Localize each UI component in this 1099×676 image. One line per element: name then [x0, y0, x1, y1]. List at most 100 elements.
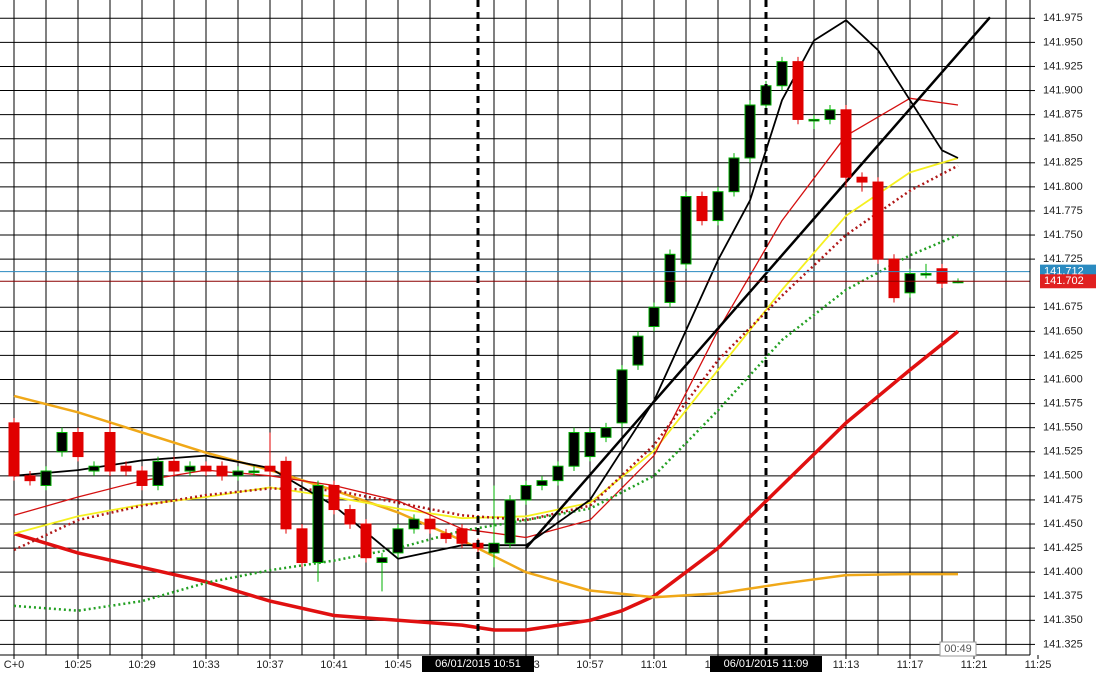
y-tick-label: 141.850 — [1043, 133, 1083, 145]
x-tick-label: 10:37 — [256, 659, 284, 671]
candle-body — [280, 460, 292, 530]
candle-body — [696, 196, 708, 222]
candle-body — [600, 427, 612, 438]
y-tick-label: 141.325 — [1043, 638, 1083, 650]
candle-body — [824, 109, 836, 120]
candle-body — [632, 335, 644, 366]
grid — [0, 0, 1030, 655]
candle-body — [184, 465, 196, 472]
y-tick-label: 141.425 — [1043, 542, 1083, 554]
y-tick-label: 141.450 — [1043, 518, 1083, 530]
x-tick-label: 11:17 — [897, 659, 924, 671]
y-tick-label: 141.350 — [1043, 614, 1083, 626]
y-tick-label: 141.625 — [1043, 349, 1083, 361]
candle-body — [88, 465, 100, 472]
candle-body — [424, 518, 436, 530]
time-marker-label: 06/01/2015 11:09 — [724, 658, 809, 670]
candle-body — [504, 499, 516, 544]
y-tick-label: 141.375 — [1043, 590, 1083, 602]
y-tick-label: 141.400 — [1043, 566, 1083, 578]
candle-body — [840, 109, 852, 178]
x-tick-label: 10:33 — [192, 659, 220, 671]
y-tick-label: 141.900 — [1043, 84, 1083, 96]
candle-body — [664, 253, 676, 303]
indicator-line — [13, 19, 959, 560]
candle-body — [552, 465, 564, 482]
candle-body — [168, 460, 180, 472]
candle-body — [728, 157, 740, 193]
y-tick-label: 141.475 — [1043, 494, 1083, 506]
countdown-box — [939, 641, 977, 657]
y-tick-label: 141.550 — [1043, 422, 1083, 434]
candle-body — [392, 528, 404, 554]
y-tick-label: 141.650 — [1043, 325, 1083, 337]
y-tick-label: 141.925 — [1043, 60, 1083, 72]
candle-body — [56, 431, 68, 453]
x-tick-label: C+0 — [4, 659, 25, 671]
y-tick-label: 141.950 — [1043, 36, 1083, 48]
candle-body — [456, 528, 468, 544]
candle-body — [312, 484, 324, 564]
candle-body — [616, 369, 628, 424]
candle-body — [408, 518, 420, 530]
candle-body — [328, 484, 340, 511]
candle-body — [744, 104, 756, 159]
candle-body — [72, 431, 84, 458]
x-tick-label: 11:13 — [833, 659, 860, 671]
time-marker-box — [422, 656, 534, 672]
y-tick-label: 141.500 — [1043, 470, 1083, 482]
x-tick-label: 10:57 — [576, 659, 604, 671]
y-tick-label: 141.825 — [1043, 157, 1083, 169]
candle-body — [24, 475, 36, 482]
indicator-line — [525, 16, 991, 549]
y-tick-label: 141.875 — [1043, 109, 1083, 121]
plot-area — [0, 0, 1030, 655]
candle-body — [536, 480, 548, 486]
candle-body — [904, 273, 916, 294]
price-label: 141.702 — [1044, 275, 1084, 287]
y-tick-label: 141.775 — [1043, 205, 1083, 217]
x-tick-label: 10:25 — [64, 659, 92, 671]
indicator-line — [13, 330, 960, 632]
candle-body — [936, 268, 948, 284]
candle-body — [232, 470, 244, 477]
x-tick-label: 11:25 — [1025, 659, 1052, 671]
x-tick-label: 10:29 — [128, 659, 156, 671]
x-tick-label: 11:01 — [641, 659, 668, 671]
y-tick-label: 141.525 — [1043, 446, 1083, 458]
time-marker-box — [710, 656, 822, 672]
candle-body — [792, 61, 804, 120]
candle-body — [856, 176, 868, 183]
candle-body — [248, 470, 260, 474]
candle-body — [776, 61, 788, 87]
y-tick-label: 141.725 — [1043, 253, 1083, 265]
candle-body — [200, 465, 212, 472]
candle-body — [920, 273, 932, 276]
x-tick-label: 10:41 — [320, 659, 348, 671]
candle-body — [376, 557, 388, 564]
time-marker-label: 06/01/2015 10:51 — [435, 658, 521, 670]
candle-body — [488, 542, 500, 554]
candle-body — [296, 528, 308, 564]
candle-body — [152, 460, 164, 486]
y-tick-label: 141.600 — [1043, 373, 1083, 385]
price-label-box — [1040, 274, 1096, 289]
candle-body — [808, 118, 820, 122]
candle-body — [344, 509, 356, 525]
candle-body — [568, 431, 580, 467]
candle-body — [872, 181, 884, 260]
x-tick-label: 11:21 — [961, 659, 988, 671]
candle-body — [648, 306, 660, 328]
candle-body — [680, 196, 692, 265]
candle-body — [712, 191, 724, 222]
candle-body — [360, 523, 372, 559]
candle-body — [104, 431, 116, 472]
candle-body — [8, 422, 20, 477]
y-tick-label: 141.575 — [1043, 398, 1083, 410]
candle-body — [216, 465, 228, 477]
candle-body — [584, 431, 596, 458]
countdown: 00:49 — [944, 643, 972, 655]
